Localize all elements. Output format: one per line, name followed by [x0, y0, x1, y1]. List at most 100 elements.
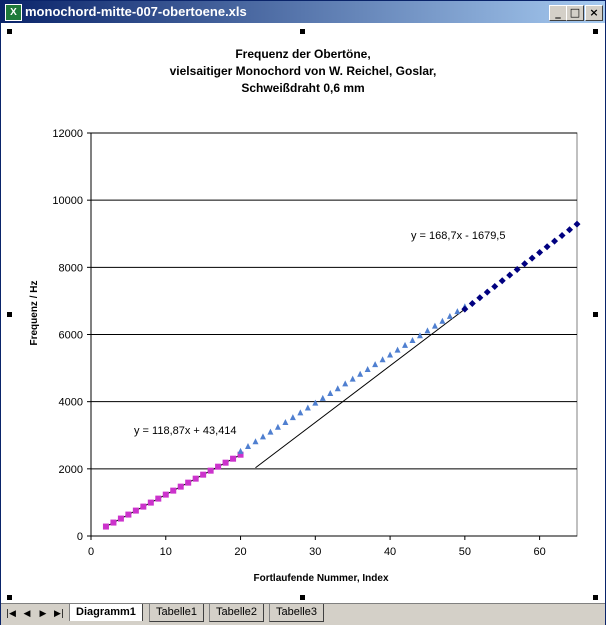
data-point: [110, 519, 117, 526]
data-point: [289, 414, 296, 421]
data-point: [192, 475, 199, 482]
data-point: [349, 375, 356, 382]
x-tick-label: 50: [459, 546, 471, 558]
data-point: [259, 433, 266, 440]
data-point: [506, 271, 514, 279]
tab-tabelle3[interactable]: Tabelle3: [269, 604, 324, 622]
data-point: [215, 463, 222, 470]
axes: 0 2000 4000 6000 8000 10000 12000 0 10 20 30 40 50 60: [52, 128, 577, 558]
data-point: [454, 308, 461, 315]
data-point: [566, 226, 574, 234]
data-point: [543, 243, 551, 251]
data-point: [357, 370, 364, 377]
data-point: [424, 327, 431, 334]
data-point: [476, 294, 484, 302]
data-point: [334, 385, 341, 392]
data-point: [274, 423, 281, 430]
gridlines: [91, 132, 577, 470]
trendline-label: y = 118,87x + 43,414: [134, 425, 237, 437]
selection-handle[interactable]: [593, 595, 598, 600]
window-title: monochord-mitte-007-obertoene.xls: [25, 4, 247, 19]
last-sheet-icon[interactable]: ▶|: [54, 609, 64, 619]
data-point: [170, 487, 177, 494]
data-point: [439, 317, 446, 324]
x-tick-label: 10: [160, 546, 172, 558]
y-tick-label: 6000: [59, 330, 83, 342]
tab-tabelle2[interactable]: Tabelle2: [209, 604, 264, 622]
trendline-label: y = 168,7x - 1679,5: [411, 230, 505, 242]
data-point: [431, 322, 438, 329]
data-point: [140, 503, 147, 510]
chart-sheet: Frequenz der Obertöne, vielsaitiger Monoc…: [1, 23, 605, 603]
data-point: [573, 220, 581, 228]
data-point: [416, 332, 423, 339]
data-point: [461, 305, 469, 313]
data-point: [245, 443, 252, 450]
tab-diagramm1[interactable]: Diagramm1: [69, 604, 143, 621]
data-point: [155, 495, 162, 502]
next-sheet-icon[interactable]: ▶: [39, 609, 47, 619]
data-point: [536, 248, 544, 256]
selection-handle[interactable]: [593, 29, 598, 34]
data-point: [252, 438, 259, 445]
data-point: [102, 523, 109, 530]
y-tick-label: 8000: [59, 262, 83, 274]
selection-handle[interactable]: [300, 595, 305, 600]
chart-title-line: Frequenz der Obertöne,: [235, 47, 370, 61]
data-point: [483, 288, 491, 296]
data-point: [222, 459, 229, 466]
data-point: [304, 404, 311, 411]
data-point: [207, 467, 214, 474]
prev-sheet-icon[interactable]: ◀: [23, 609, 31, 619]
data-point: [342, 380, 349, 387]
data-point: [364, 365, 371, 372]
data-point: [409, 337, 416, 344]
selection-handle[interactable]: [7, 595, 12, 600]
data-point: [387, 351, 394, 358]
x-axis-label: Fortlaufende Nummer, Index: [253, 573, 388, 584]
data-point: [147, 499, 154, 506]
y-tick-label: 2000: [59, 464, 83, 476]
chart-title-line: vielsaitiger Monochord von W. Reichel, G…: [170, 64, 437, 78]
data-point: [551, 237, 559, 245]
minimize-button[interactable]: _: [549, 5, 567, 21]
chart: Frequenz der Obertöne, vielsaitiger Monoc…: [29, 47, 581, 584]
data-point: [297, 409, 304, 416]
data-point: [162, 491, 169, 498]
data-point: [237, 451, 244, 458]
data-point: [379, 356, 386, 363]
data-point: [132, 507, 139, 514]
y-tick-label: 12000: [52, 128, 83, 140]
data-point: [319, 394, 326, 401]
data-point: [125, 511, 132, 518]
y-tick-label: 10000: [52, 195, 83, 207]
data-point: [498, 277, 506, 285]
data-point: [558, 231, 566, 239]
y-tick-label: 0: [77, 531, 83, 543]
x-tick-label: 20: [234, 546, 246, 558]
selection-handle[interactable]: [7, 312, 12, 317]
data-point: [327, 390, 334, 397]
tab-tabelle1[interactable]: Tabelle1: [149, 604, 204, 622]
x-tick-label: 60: [533, 546, 545, 558]
excel-icon: X: [5, 4, 22, 21]
data-point: [312, 399, 319, 406]
chart-title: Frequenz der Obertöne, vielsaitiger Monoc…: [170, 47, 437, 95]
minimize-icon: _: [555, 6, 561, 19]
title-bar[interactable]: X monochord-mitte-007-obertoene.xls _ □ …: [1, 1, 605, 23]
x-tick-label: 30: [309, 546, 321, 558]
y-axis-label: Frequenz / Hz: [29, 280, 40, 345]
selection-handle[interactable]: [593, 312, 598, 317]
first-sheet-icon[interactable]: |◀: [6, 609, 16, 619]
data-point: [394, 346, 401, 353]
data-point: [372, 361, 379, 368]
close-button[interactable]: ×: [585, 5, 603, 21]
maximize-button[interactable]: □: [566, 5, 584, 21]
data-point: [117, 515, 124, 522]
data-point: [200, 471, 207, 478]
selection-handle[interactable]: [300, 29, 305, 34]
data-points: [102, 220, 581, 530]
data-point: [402, 341, 409, 348]
selection-handle[interactable]: [7, 29, 12, 34]
